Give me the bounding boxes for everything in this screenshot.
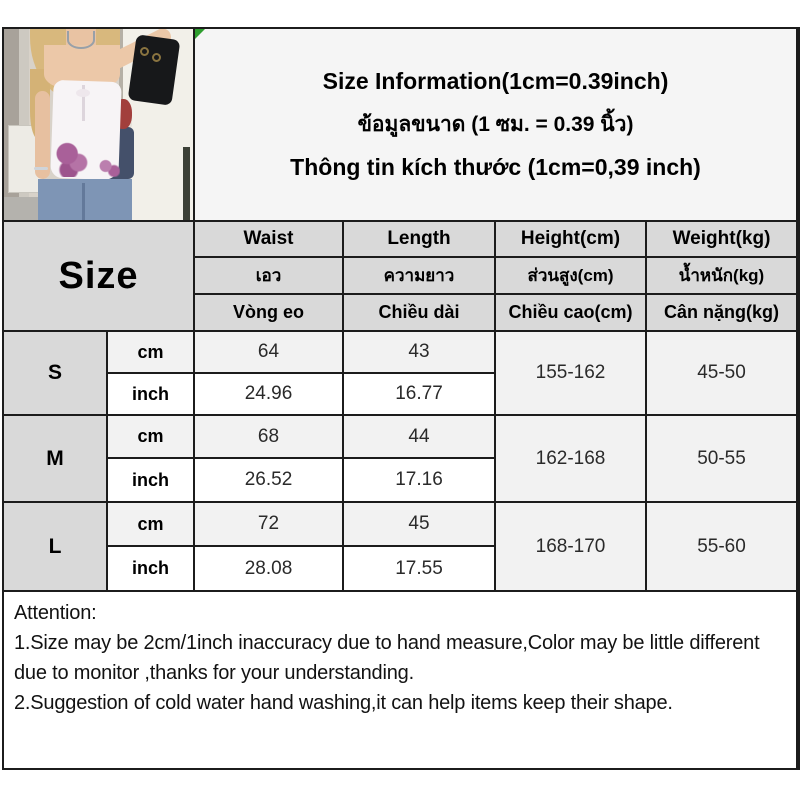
floor-background [4,197,44,220]
phone-camera-lens-icon [152,53,161,62]
l-waist-inch: 28.08 [195,547,342,590]
s-length-inch: 16.77 [344,374,494,414]
header-weight-th: น้ำหนัก(kg) [647,258,796,293]
l-waist-cm: 72 [195,503,342,545]
phone-camera-lens-icon [140,47,149,56]
header-length-vi: Chiều dài [344,295,494,330]
header-waist-vi: Vòng eo [195,295,342,330]
header-length-th: ความยาว [344,258,494,293]
l-length-cm: 45 [344,503,494,545]
header-weight-vi: Cân nặng(kg) [647,295,796,330]
tube-top-bow [76,89,90,97]
unit-cm-label: cm [108,332,193,372]
title-vietnamese: Thông tin kích thước (1cm=0,39 inch) [290,154,701,180]
necklace [67,31,95,49]
title-english: Size Information(1cm=0.39inch) [322,68,669,94]
s-weight: 45-50 [647,332,796,414]
bracelet [34,167,48,170]
unit-cm-label: cm [108,503,193,545]
unit-cm-label: cm [108,416,193,457]
s-height: 155-162 [496,332,645,414]
s-length-cm: 43 [344,332,494,372]
floral-print-right [96,157,120,177]
m-height: 162-168 [496,416,645,501]
attention-heading: Attention: [14,602,97,624]
size-l-label: L [4,503,106,590]
m-length-cm: 44 [344,416,494,457]
size-chart-table: Size Information(1cm=0.39inch) ข้อมูลขนา… [2,27,800,770]
s-waist-inch: 24.96 [195,374,342,414]
model-left-arm [35,91,50,179]
unit-inch-label: inch [108,374,193,414]
size-m-label: M [4,416,106,501]
s-waist-cm: 64 [195,332,342,372]
attention-note: Attention: 1.Size may be 2cm/1inch inacc… [4,592,796,768]
header-height-en: Height(cm) [496,222,645,256]
jeans [38,179,132,220]
door-gap [183,147,190,220]
l-weight: 55-60 [647,503,796,590]
unit-inch-label: inch [108,459,193,501]
unit-inch-label: inch [108,547,193,590]
header-weight-en: Weight(kg) [647,222,796,256]
tube-top-drawstring [82,85,85,121]
floral-print-left [56,141,88,177]
cell-corner-marker-icon [195,29,205,39]
header-height-th: ส่วนสูง(cm) [496,258,645,293]
l-length-inch: 17.55 [344,547,494,590]
smartphone [127,34,181,106]
jeans-seam [82,183,85,220]
m-waist-cm: 68 [195,416,342,457]
wall-background-light [19,29,29,220]
header-waist-en: Waist [195,222,342,256]
attention-note-1: 1.Size may be 2cm/1inch inaccuracy due t… [14,632,760,684]
title-block: Size Information(1cm=0.39inch) ข้อมูลขนา… [195,29,796,220]
size-s-label: S [4,332,106,414]
l-height: 168-170 [496,503,645,590]
title-thai: ข้อมูลขนาด (1 ซม. = 0.39 นิ้ว) [357,113,634,136]
header-height-vi: Chiều cao(cm) [496,295,645,330]
header-length-en: Length [344,222,494,256]
m-waist-inch: 26.52 [195,459,342,501]
attention-note-2: 2.Suggestion of cold water hand washing,… [14,692,673,714]
product-photo [4,29,193,220]
m-weight: 50-55 [647,416,796,501]
m-length-inch: 17.16 [344,459,494,501]
header-waist-th: เอว [195,258,342,293]
size-column-header: Size [4,222,193,330]
